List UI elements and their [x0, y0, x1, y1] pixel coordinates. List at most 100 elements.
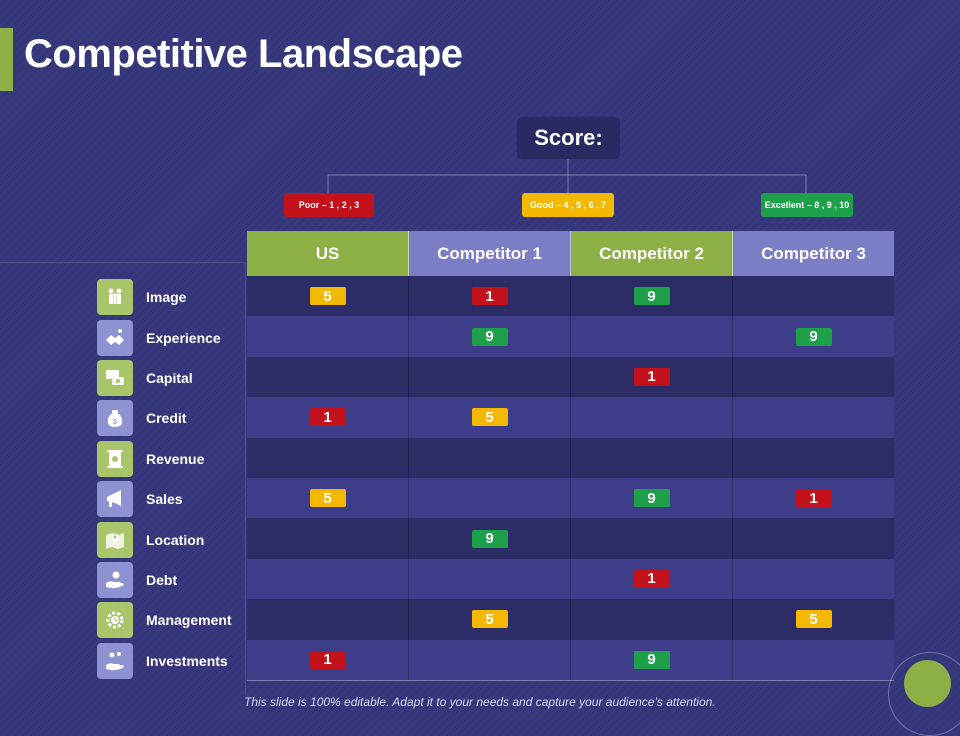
score-cell-us	[247, 599, 409, 640]
hand-coin-icon	[97, 561, 133, 598]
row-label: Location	[146, 531, 205, 548]
money-bag-icon: $	[97, 400, 133, 437]
row-label-item: Experience	[97, 317, 232, 357]
score-cell-competitor-1	[409, 639, 571, 680]
handshake-icon	[97, 319, 133, 356]
table-row: 1	[247, 558, 894, 600]
score-badge: 1	[795, 489, 832, 508]
table-row: 9	[247, 518, 894, 559]
score-cell-us	[247, 437, 409, 478]
score-heading: Score:	[517, 117, 620, 159]
score-cell-competitor-3	[733, 276, 894, 316]
people-icon	[97, 279, 133, 316]
row-label: Experience	[146, 329, 221, 346]
row-label: Investments	[146, 652, 228, 669]
score-cell-competitor-1	[409, 477, 571, 519]
score-badge: 5	[471, 408, 508, 427]
row-label-item: Location	[97, 519, 232, 559]
score-cell-competitor-2	[571, 397, 733, 438]
column-header-us: US	[247, 231, 409, 276]
row-label-item: Debt	[97, 560, 232, 600]
table-row: 5 1 9	[247, 276, 894, 317]
score-cell-competitor-1: 1	[409, 276, 571, 317]
score-badge: 9	[633, 489, 670, 508]
investment-hand-icon	[97, 642, 133, 679]
footer-note: This slide is 100% editable. Adapt it to…	[244, 695, 716, 709]
score-cell-competitor-2: 9	[571, 639, 733, 680]
column-header-competitor-1: Competitor 1	[409, 231, 571, 276]
score-cell-us: 1	[247, 639, 409, 680]
score-cell-us	[247, 356, 409, 398]
score-cell-competitor-3	[733, 518, 894, 558]
score-badge: 1	[471, 287, 508, 306]
row-label-item: Investments	[97, 641, 232, 681]
score-cell-competitor-2: 1	[571, 356, 733, 398]
score-badge: 9	[633, 287, 670, 306]
gear-clock-icon	[97, 602, 133, 639]
score-cell-competitor-3: 5	[733, 599, 894, 639]
score-cell-competitor-2	[571, 599, 733, 640]
table-row	[247, 437, 894, 478]
row-label: Credit	[146, 410, 187, 427]
row-label: Capital	[146, 369, 193, 386]
row-labels: Image Experience Capital $ Credit Revenue Sale…	[97, 277, 232, 681]
megaphone-icon	[97, 481, 133, 518]
score-badge: 9	[633, 650, 670, 669]
score-cell-us	[247, 558, 409, 600]
score-badge: 1	[633, 569, 670, 588]
money-chat-icon	[97, 359, 133, 396]
row-label: Management	[146, 612, 232, 629]
score-cell-competitor-1	[409, 558, 571, 600]
legend-good: Good – 4 , 5 , 6 , 7	[522, 193, 614, 217]
row-label-item: Management	[97, 600, 232, 640]
table-bottom-rule	[247, 680, 894, 681]
score-cell-competitor-3	[733, 397, 894, 437]
score-cell-competitor-1: 5	[409, 397, 571, 438]
score-cell-competitor-1: 5	[409, 599, 571, 640]
map-pin-icon	[97, 521, 133, 558]
score-cell-competitor-3: 9	[733, 316, 894, 356]
score-cell-competitor-2: 9	[571, 276, 733, 317]
score-badge: 5	[471, 610, 508, 629]
score-cell-competitor-1: 9	[409, 518, 571, 559]
row-label-item: Capital	[97, 358, 232, 398]
legend-poor: Poor – 1 , 2 , 3	[284, 193, 374, 217]
column-header-competitor-3: Competitor 3	[733, 231, 894, 276]
score-badge: 9	[471, 327, 508, 346]
score-badge: 1	[309, 408, 346, 427]
table-row: 5 9 1	[247, 477, 894, 519]
score-cell-competitor-2	[571, 316, 733, 357]
score-cell-us	[247, 518, 409, 559]
score-cell-competitor-3	[733, 640, 894, 680]
score-cell-competitor-3	[733, 357, 894, 397]
legend-excellent: Excellent – 8 , 9 , 10	[761, 193, 853, 217]
score-badge: 5	[795, 610, 832, 629]
score-cell-us: 5	[247, 276, 409, 317]
score-badge: 9	[795, 327, 832, 346]
score-cell-competitor-2: 9	[571, 477, 733, 519]
score-cell-competitor-2: 1	[571, 558, 733, 600]
score-cell-us: 1	[247, 397, 409, 438]
score-cell-competitor-3	[733, 438, 894, 478]
svg-text:$: $	[113, 419, 117, 426]
row-label: Sales	[146, 491, 183, 508]
row-label: Image	[146, 289, 187, 306]
decorative-circle	[904, 660, 951, 707]
score-badge: 1	[633, 367, 670, 386]
score-badge: 1	[309, 650, 346, 669]
page-title: Competitive Landscape	[24, 32, 463, 76]
score-cell-competitor-2	[571, 518, 733, 559]
score-cell-competitor-1	[409, 437, 571, 478]
score-badge: 5	[309, 287, 346, 306]
row-label: Debt	[146, 571, 178, 588]
score-badge: 5	[309, 489, 346, 508]
score-badge: 9	[471, 529, 508, 548]
title-accent-bar	[0, 28, 13, 91]
score-cell-competitor-3	[733, 559, 894, 599]
revenue-scroll-icon	[97, 440, 133, 477]
row-label-item: $ Credit	[97, 398, 232, 438]
table-header-row: US Competitor 1 Competitor 2 Competitor …	[247, 231, 894, 276]
score-cell-competitor-1	[409, 356, 571, 398]
